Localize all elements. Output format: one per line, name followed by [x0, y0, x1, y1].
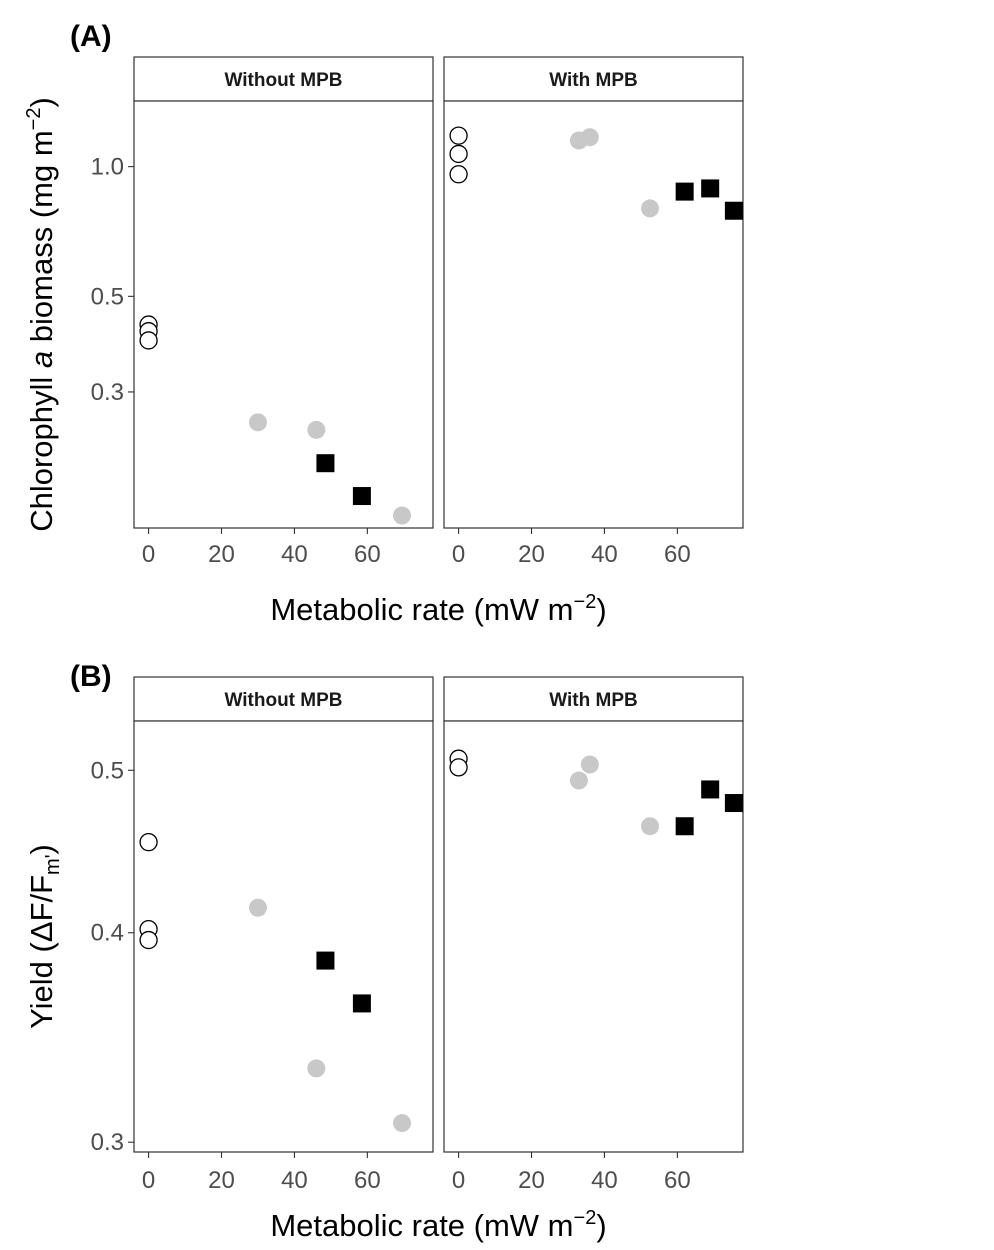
x-tick-label: 60: [354, 1167, 381, 1194]
chart-a: (A) Without MPB 0 20 40 60 With MPB 0 20 40 60 1.0 0…: [23, 20, 744, 627]
x-tick-label: 20: [208, 1167, 235, 1194]
facet-strip-label: With MPB: [549, 70, 637, 91]
point-parasitized: [307, 420, 326, 439]
point-unparasitized: [675, 817, 694, 836]
point-unparasitized: [724, 201, 743, 220]
point-parasitized: [580, 755, 599, 774]
x-axis-title: Metabolic rate (mW m−2): [270, 591, 606, 627]
facet-strip-label: Without MPB: [224, 70, 342, 91]
x-tick-label: 0: [452, 1167, 465, 1194]
y-tick-label: 1.0: [91, 154, 124, 181]
point-control: [139, 832, 158, 852]
facet-without-mpb: Without MPB 0 20 40 60: [133, 676, 434, 1194]
point-parasitized: [307, 1059, 326, 1078]
y-tick-label: 0.5: [91, 283, 124, 310]
point-control: [449, 144, 468, 164]
x-tick-label: 20: [518, 1167, 545, 1194]
panel-tag: (A): [70, 20, 112, 53]
x-tick-label: 60: [664, 1167, 691, 1194]
panel-border: [133, 100, 434, 529]
y-axis-title: Chlorophyll a biomass (mg m−2): [23, 97, 59, 532]
x-tick-label: 40: [591, 1167, 618, 1194]
point-parasitized: [641, 817, 660, 836]
point-control: [449, 758, 468, 777]
y-tick-label: 0.3: [91, 379, 124, 406]
panel-border: [443, 720, 744, 1153]
point-parasitized: [580, 128, 599, 147]
point-parasitized: [248, 898, 267, 917]
facet-with-mpb: With MPB 0 20 40 60: [443, 676, 744, 1194]
x-tick-label: 40: [591, 541, 618, 568]
point-control: [449, 165, 468, 184]
point-parasitized: [248, 413, 267, 432]
point-unparasitized: [675, 182, 694, 201]
facet-strip-label: With MPB: [549, 690, 637, 711]
y-tick-label: 0.4: [91, 920, 124, 947]
facet-strip: [133, 676, 434, 722]
point-parasitized: [393, 506, 412, 525]
x-tick-label: 60: [354, 541, 381, 568]
point-control: [139, 331, 158, 350]
x-tick-label: 0: [142, 541, 155, 568]
point-parasitized: [569, 771, 588, 790]
point-parasitized: [393, 1114, 412, 1133]
point-unparasitized: [352, 487, 371, 506]
panel-tag: (B): [70, 660, 112, 693]
point-parasitized: [641, 199, 660, 218]
facet-strip-label: Without MPB: [224, 690, 342, 711]
x-tick-label: 0: [142, 1167, 155, 1194]
point-unparasitized: [316, 454, 335, 473]
point-unparasitized: [352, 994, 371, 1013]
panel-border: [133, 720, 434, 1153]
x-tick-label: 0: [452, 541, 465, 568]
y-axis-title: Yield (ΔF/Fm'): [24, 844, 64, 1029]
x-axis-title: Metabolic rate (mW m−2): [270, 1207, 606, 1243]
facet-without-mpb: Without MPB 0 20 40 60: [133, 56, 434, 568]
x-tick-label: 40: [281, 1167, 308, 1194]
point-unparasitized: [316, 951, 335, 970]
x-tick-label: 60: [664, 541, 691, 568]
point-unparasitized: [701, 780, 720, 799]
x-tick-label: 20: [208, 541, 235, 568]
facet-with-mpb: With MPB 0 20 40 60: [443, 56, 744, 568]
x-tick-label: 40: [281, 541, 308, 568]
point-control: [449, 126, 468, 145]
point-unparasitized: [701, 179, 720, 198]
y-tick-label: 0.3: [91, 1129, 124, 1156]
facet-strip: [443, 676, 744, 722]
x-tick-label: 20: [518, 541, 545, 568]
point-control: [139, 930, 158, 950]
point-unparasitized: [724, 794, 743, 813]
y-tick-label: 0.5: [91, 757, 124, 784]
panel-border: [443, 100, 744, 529]
chart-b: (B) Without MPB 0 20 40 60 With MPB 0 20 40 60 0.5 0…: [24, 660, 744, 1243]
